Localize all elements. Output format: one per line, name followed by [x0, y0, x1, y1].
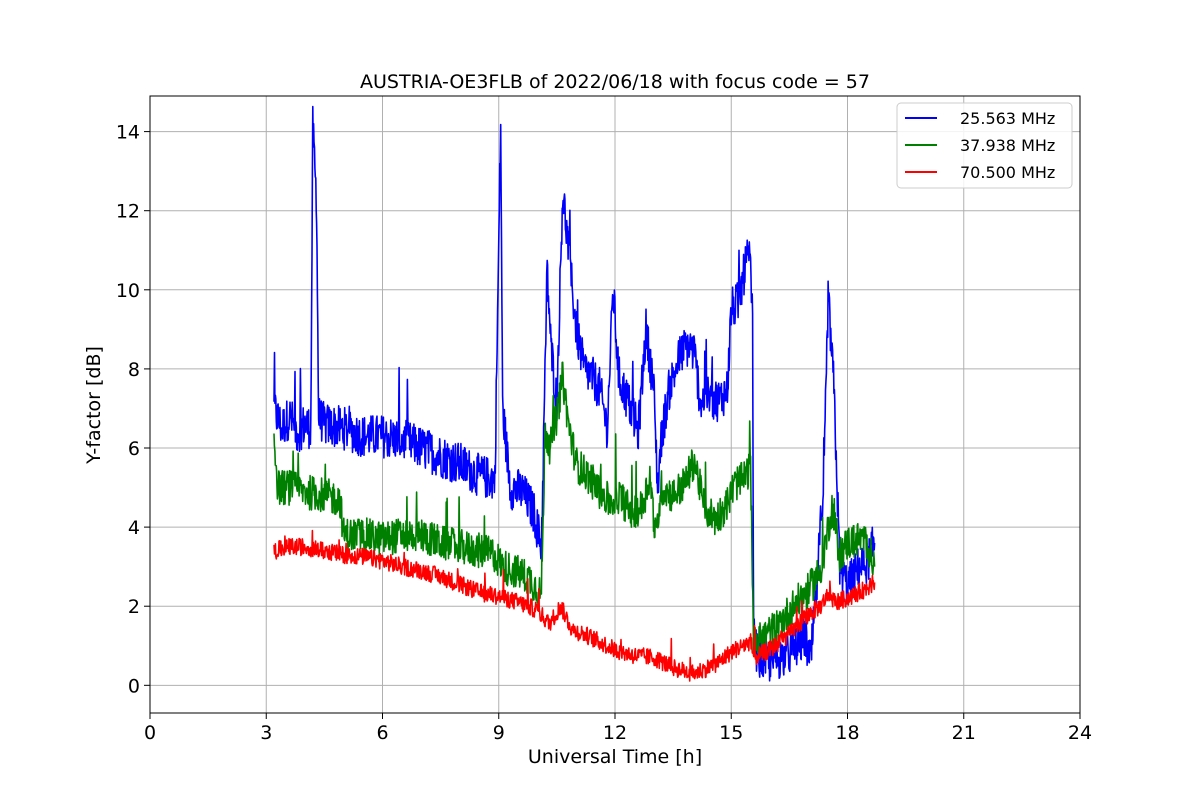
x-tick-label: 24 [1068, 722, 1092, 744]
y-tick-label: 10 [116, 280, 140, 302]
series-layer [273, 105, 876, 682]
y-tick-label: 14 [116, 122, 140, 144]
legend: 25.563 MHz 37.938 MHz 70.500 MHz [896, 102, 1073, 189]
x-tick-label: 0 [144, 722, 156, 744]
y-tick-label: 6 [128, 438, 140, 460]
legend-box [896, 102, 1073, 189]
x-tick-label: 6 [376, 722, 388, 744]
y-tick-label: 4 [128, 517, 140, 539]
chart-title: AUSTRIA-OE3FLB of 2022/06/18 with focus … [360, 71, 870, 93]
y-axis-label: Y-factor [dB] [83, 346, 105, 465]
x-tick-label: 3 [260, 722, 272, 744]
x-tick-label: 12 [603, 722, 627, 744]
y-tick-label: 2 [128, 596, 140, 618]
x-tick-label: 21 [952, 722, 976, 744]
y-tick-label: 0 [128, 675, 140, 697]
y-tick-label: 12 [116, 201, 140, 223]
y-tick-label: 8 [128, 359, 140, 381]
x-axis: 0 3 6 9 12 15 18 21 24 [144, 713, 1092, 744]
series-line-2 [273, 529, 876, 682]
legend-label: 70.500 MHz [960, 163, 1055, 182]
legend-label: 37.938 MHz [960, 136, 1055, 155]
y-axis: 0 2 4 6 8 10 12 14 [116, 122, 150, 697]
x-axis-label: Universal Time [h] [528, 746, 702, 768]
legend-label: 25.563 MHz [960, 109, 1055, 128]
x-tick-label: 15 [719, 722, 743, 744]
x-tick-label: 18 [835, 722, 859, 744]
x-tick-label: 9 [493, 722, 505, 744]
